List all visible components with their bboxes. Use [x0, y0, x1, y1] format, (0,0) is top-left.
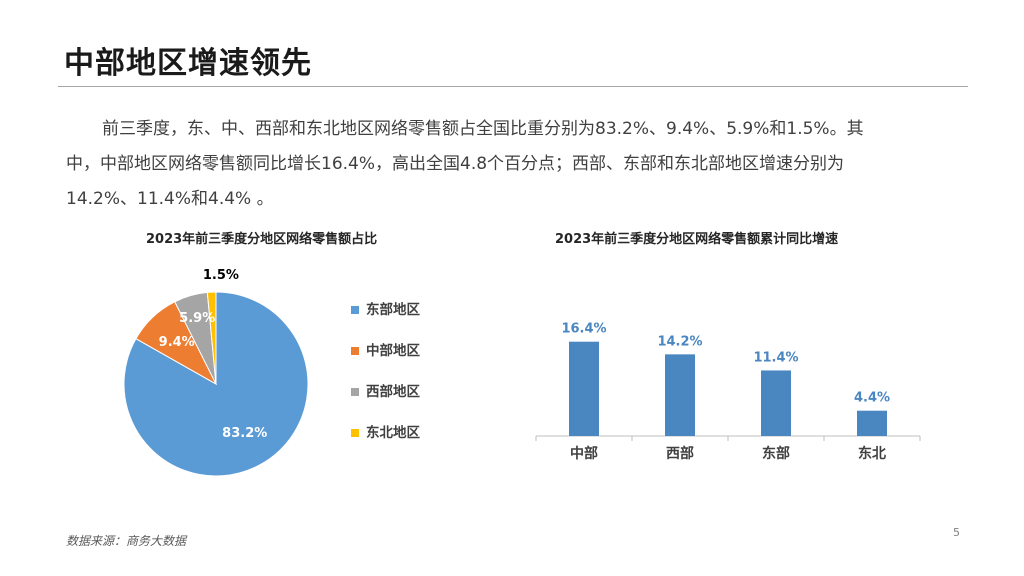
pie-slice-3 [206, 291, 217, 385]
bar-category-label-3: 东北 [858, 445, 886, 462]
summary-line-1: 前三季度，东、中、西部和东北地区网络零售额占全国比重分别为83.2%、9.4%、… [102, 119, 864, 139]
pie-data-label-2: 5.9% [179, 311, 215, 326]
bar-2 [761, 370, 791, 436]
pie-data-label-1: 9.4% [159, 335, 195, 350]
bar-category-label-2: 东部 [762, 445, 790, 462]
bar-data-label-3: 4.4% [854, 391, 890, 406]
slide-title: 中部地区增速领先 [64, 46, 312, 81]
bar-data-label-1: 14.2% [657, 334, 702, 349]
bar-category-label-0: 中部 [570, 445, 598, 462]
bar-3 [857, 410, 887, 436]
bar-data-label-2: 11.4% [753, 350, 798, 365]
bar-chart-title: 2023年前三季度分地区网络零售额累计同比增速 [555, 232, 839, 247]
legend-swatch-3 [351, 429, 359, 437]
legend-label-2: 西部地区 [366, 383, 420, 400]
page-number: 5 [953, 526, 960, 539]
legend-label-1: 中部地区 [366, 342, 420, 359]
title-divider [58, 86, 968, 87]
legend-swatch-0 [351, 306, 359, 314]
pie-data-label-0: 83.2% [222, 426, 267, 441]
legend-label-3: 东北地区 [366, 424, 420, 441]
pie-data-label-3: 1.5% [203, 268, 239, 283]
legend-label-0: 东部地区 [366, 301, 420, 318]
summary-line-2: 中，中部地区网络零售额同比增长16.4%，高出全国4.8个百分点；西部、东部和东… [66, 154, 845, 174]
bar-0 [569, 341, 599, 436]
bar-category-label-1: 西部 [666, 445, 694, 462]
pie-chart-title: 2023年前三季度分地区网络零售额占比 [146, 232, 378, 247]
legend-swatch-1 [351, 347, 359, 355]
bar-data-label-0: 16.4% [561, 322, 606, 337]
data-source-note: 数据来源：商务大数据 [66, 534, 187, 548]
bar-1 [665, 354, 695, 436]
legend-swatch-2 [351, 388, 359, 396]
summary-line-3: 14.2%、11.4%和4.4% 。 [66, 189, 274, 209]
summary-paragraph: 前三季度，东、中、西部和东北地区网络零售额占全国比重分别为83.2%、9.4%、… [66, 112, 966, 217]
pie-slice-0 [123, 291, 309, 477]
